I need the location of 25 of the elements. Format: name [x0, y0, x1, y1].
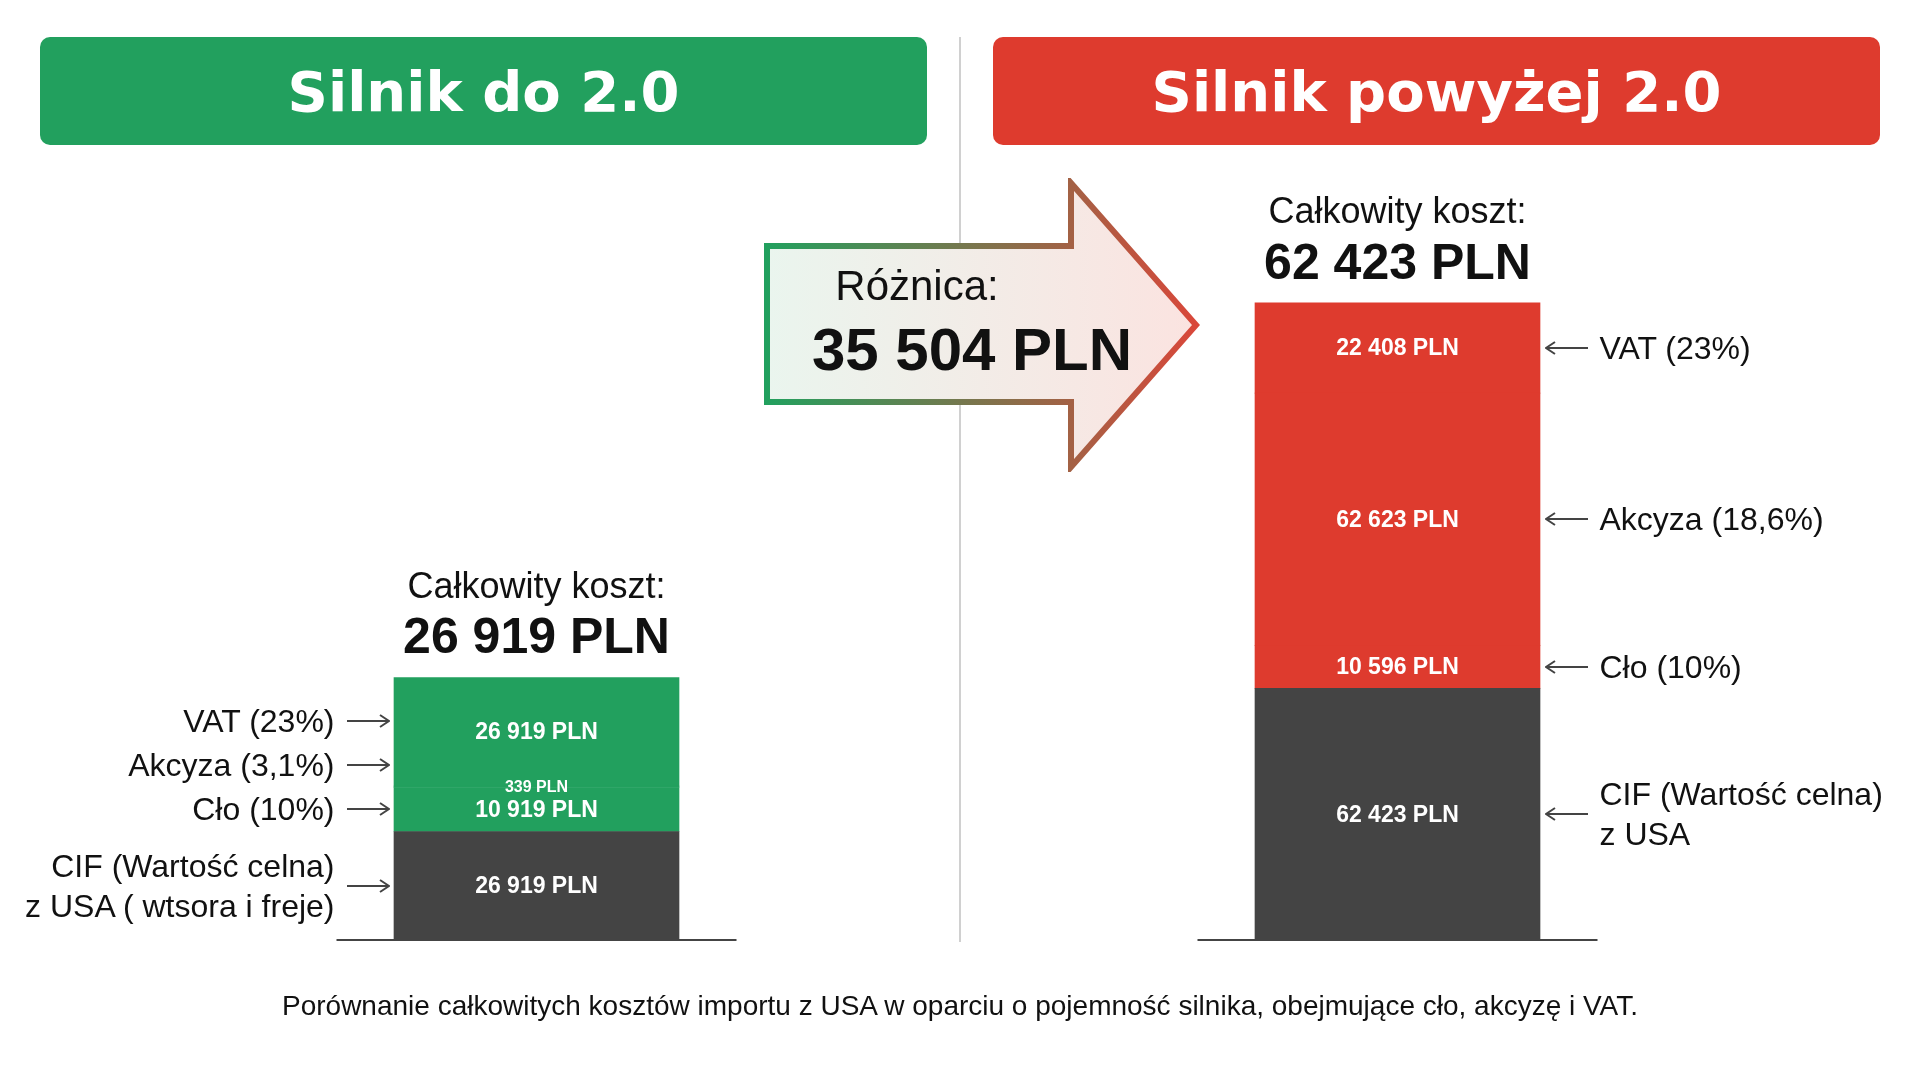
data-label: 26 919 PLN — [475, 872, 598, 899]
annotation: 26 919 PLN — [403, 608, 670, 665]
text: Porównanie całkowitych kosztów importu z USA w oparciu o pojemność silnika, obejmujące cło, akcyzę i VAT. — [281, 990, 1639, 1022]
text: Całkowity koszt: — [1268, 189, 1527, 231]
annotation: CIF (Wartość celna) z USA — [1599, 775, 1883, 855]
data-label: 10 596 PLN — [1336, 653, 1459, 680]
annotation: Różnica: — [834, 262, 1000, 310]
annotation: VAT (23%) — [1599, 329, 1751, 368]
data-label: 26 919 PLN — [475, 718, 598, 745]
annotation: Całkowity koszt: — [407, 564, 666, 606]
annotation: 35 504 PLN — [810, 315, 1134, 384]
x-tick-label: Silnik powyżej 2.0 — [993, 37, 1880, 145]
annotation: Cło (10%) — [1599, 648, 1742, 687]
data-label: 62 423 PLN — [1336, 800, 1459, 827]
annotation: Cło (10%) — [192, 790, 335, 830]
annotation: CIF (Wartość celna) z USA ( wtsora i freje) — [25, 846, 335, 926]
annotation: Akcyza (18,6%) — [1599, 500, 1824, 540]
text: 62 423 PLN — [1264, 233, 1531, 290]
x-tick-label: Silnik do 2.0 — [40, 37, 927, 145]
data-label: 339 PLN — [504, 778, 569, 796]
data-label: 22 408 PLN — [1336, 334, 1459, 361]
annotation: Akcyza (3,1%) — [128, 746, 335, 786]
data-label: 62 623 PLN — [1336, 505, 1459, 532]
annotation: VAT (23%) — [183, 702, 335, 742]
data-label: 10 919 PLN — [475, 795, 598, 822]
